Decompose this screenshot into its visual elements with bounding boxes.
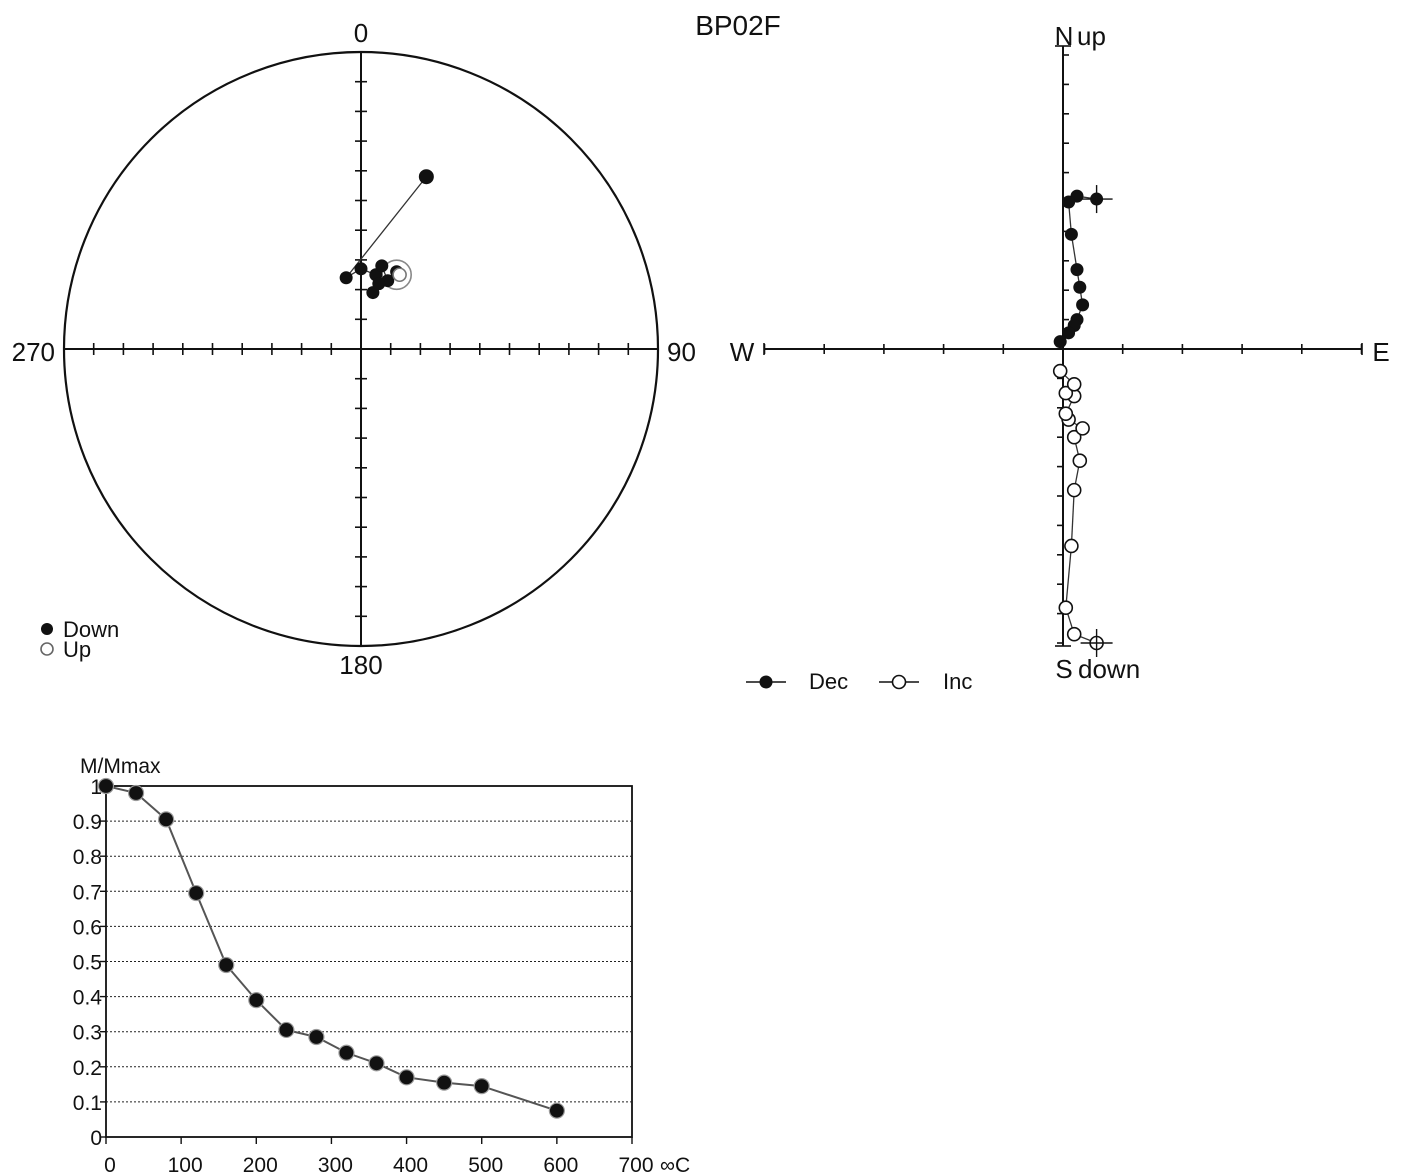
- zij-label-s: S: [1055, 654, 1072, 684]
- demag-x-ticks: 0 100 200 300 400 500 600 700: [104, 1137, 654, 1176]
- demag-point: [127, 784, 145, 802]
- zij-inc-point: [1052, 363, 1068, 379]
- legend-inc-label: Inc: [943, 669, 972, 694]
- stereonet-label-bottom: 180: [339, 650, 382, 680]
- demag-x-tick-label: 0: [104, 1154, 116, 1176]
- demag-y-tick-label: 0.9: [73, 811, 102, 834]
- stereonet-point-up: [392, 267, 407, 283]
- zij-dec-point: [1053, 335, 1067, 349]
- legend-up-marker: [40, 642, 54, 656]
- stereonet-path-segment: [345, 176, 427, 279]
- demag-point: [97, 777, 115, 795]
- demag-point: [473, 1078, 490, 1095]
- zij-inc-point: [1066, 376, 1082, 392]
- stereonet-point-down: [418, 169, 434, 185]
- stereonet-label-left: 270: [12, 337, 55, 367]
- zij-inc-point: [1064, 538, 1079, 554]
- zij-marks: [1052, 185, 1113, 657]
- demag-series-line: [105, 785, 558, 1112]
- zijderveld-plot: N up S down W E Dec Inc: [730, 21, 1390, 694]
- demag-marks: [97, 777, 565, 1119]
- demag-point: [248, 992, 265, 1009]
- chart-title: BP02F: [695, 10, 781, 41]
- demag-y-tick-label: 0.7: [73, 881, 102, 904]
- demag-y-tick-label: 0: [90, 1127, 102, 1150]
- demag-y-tick-label: 1: [90, 776, 102, 799]
- demag-y-tick-label: 0.6: [73, 916, 102, 939]
- demag-point: [398, 1069, 415, 1086]
- demag-x-tick-label: 500: [468, 1154, 503, 1176]
- zij-dec-point: [1073, 280, 1087, 294]
- zij-inc-segment: [1065, 545, 1073, 608]
- zij-inc-point: [1058, 406, 1074, 421]
- demag-point: [158, 811, 175, 828]
- stereonet-marks: [339, 169, 434, 300]
- zij-inc-point: [1075, 421, 1090, 436]
- legend-up-label: Up: [63, 637, 91, 662]
- demag-plot-frame: [105, 785, 633, 1138]
- zij-inc-point: [1066, 626, 1082, 642]
- stereonet-plot: 0 90 180 270 Down Up: [12, 18, 696, 680]
- stereonet-legend: Down Up: [40, 617, 119, 662]
- demag-point: [548, 1102, 565, 1119]
- demag-y-tick-label: 0.3: [73, 1022, 102, 1045]
- zij-inc-segment: [1070, 490, 1075, 547]
- legend-dec-label: Dec: [809, 669, 848, 694]
- zij-ticks: [763, 45, 1363, 647]
- demag-y-tick-label: 0.1: [73, 1092, 102, 1115]
- demag-y-tick-label: 0.8: [73, 846, 102, 869]
- demag-x-tick-label: 700: [618, 1154, 653, 1176]
- demag-x-unit: ∞C: [660, 1154, 690, 1176]
- demag-y-ticks: 0 0.1 0.2 0.3 0.4 0.5 0.6 0.7 0.8 0.9 1: [73, 776, 106, 1150]
- legend-dec-marker: [759, 675, 773, 689]
- legend-down-marker: [41, 623, 53, 635]
- zij-dec-point: [1064, 227, 1078, 241]
- zij-label-w: W: [730, 337, 755, 367]
- zij-label-down: down: [1078, 654, 1140, 684]
- zij-dec-point: [1070, 263, 1084, 277]
- demag-y-tick-label: 0.2: [73, 1057, 102, 1080]
- demag-point: [368, 1055, 385, 1072]
- demag-point: [188, 884, 205, 902]
- zij-dec-point: [1062, 195, 1076, 209]
- stereonet-label-right: 90: [667, 337, 696, 367]
- demag-x-tick-label: 100: [168, 1154, 203, 1176]
- legend-down-label: Down: [63, 617, 119, 642]
- stereonet-point-down: [339, 271, 353, 285]
- zij-inc-point: [1072, 453, 1088, 469]
- zij-inc-point: [1058, 600, 1074, 616]
- stereonet-point-down: [354, 262, 368, 276]
- zij-label-e: E: [1372, 337, 1389, 367]
- demag-point: [338, 1044, 355, 1061]
- demag-point: [278, 1021, 295, 1039]
- zij-dec-point: [1076, 298, 1090, 312]
- demag-y-axis-label: M/Mmax: [80, 755, 161, 778]
- demag-chart: 0 0.1 0.2 0.3 0.4 0.5 0.6 0.7 0.8 0.9 1 0 100 200 300…: [73, 755, 690, 1176]
- demag-point: [436, 1074, 453, 1091]
- stereonet-point-down: [372, 277, 386, 291]
- stereonet-point-down: [375, 259, 389, 273]
- zij-label-n: N: [1055, 21, 1074, 51]
- zij-legend: Dec Inc: [746, 669, 972, 694]
- zij-inc-point: [1058, 385, 1074, 401]
- demag-x-tick-label: 300: [318, 1154, 353, 1176]
- legend-inc-marker: [891, 674, 907, 690]
- zij-inc-point: [1066, 482, 1082, 498]
- demag-y-tick-label: 0.4: [73, 987, 103, 1010]
- demag-x-tick-label: 600: [543, 1154, 578, 1176]
- demag-point: [308, 1028, 325, 1046]
- zij-dec-point: [1062, 326, 1076, 340]
- zij-inc-point: [1066, 429, 1082, 445]
- demag-x-tick-label: 200: [243, 1154, 278, 1176]
- demag-point: [218, 956, 235, 974]
- demag-x-tick-label: 400: [393, 1154, 428, 1176]
- demag-y-tick-label: 0.5: [73, 952, 102, 975]
- zij-label-up: up: [1077, 21, 1106, 51]
- stereonet-label-top: 0: [354, 18, 368, 48]
